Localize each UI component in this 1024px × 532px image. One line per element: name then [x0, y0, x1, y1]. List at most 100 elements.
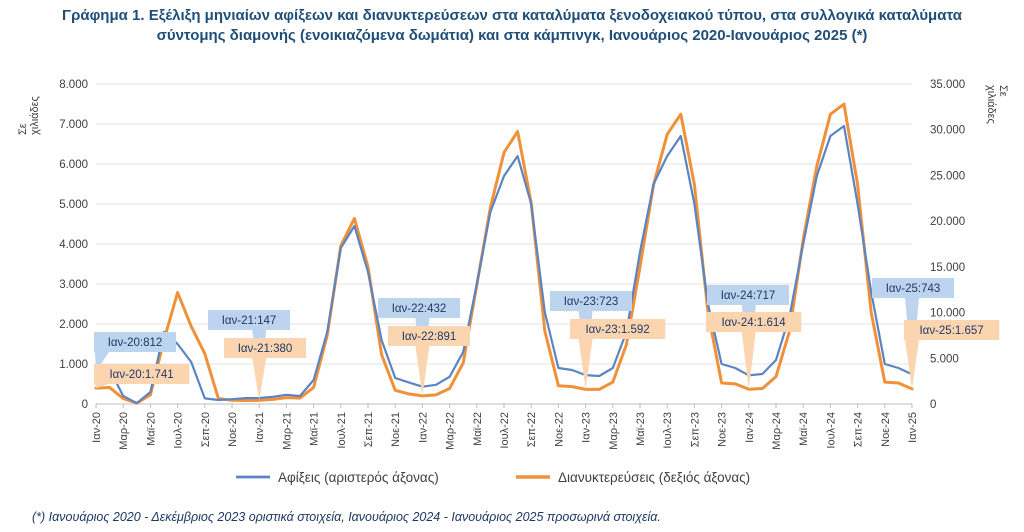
right-axis-ticks: 0 5.000 10.000 15.000 20.000 25.000 30.000 35.0…: [930, 79, 965, 411]
callout-label: Ιαν-23:1.592: [585, 324, 649, 336]
callout-box: [872, 278, 954, 298]
callout: Ιαν-22:891: [388, 326, 470, 396]
x-axis-tick-label: Ιαν-21: [254, 412, 266, 443]
x-axis-tick-label: Μαρ-20: [118, 412, 130, 450]
callout-box: [224, 338, 306, 358]
callout: Ιαν-21:380: [224, 338, 306, 401]
callout-pointer: [741, 332, 756, 390]
right-axis-tick-label: 0: [930, 399, 936, 411]
chart-title: Γράφημα 1. Εξέλιξη μηνιαίων αφίξεων και …: [0, 6, 1024, 46]
left-axis-tick-label: 2.000: [59, 319, 88, 331]
callout-box: [208, 310, 290, 330]
legend-item: Αφίξεις (αριστερός άξονας): [236, 470, 439, 485]
x-axis-tick-label: Ιουλ-20: [173, 412, 185, 449]
right-axis-tick-label: 25.000: [930, 170, 965, 182]
left-axis-tick-label: 1.000: [59, 359, 88, 371]
x-axis-tick-label: Μαρ-23: [608, 412, 620, 450]
right-axis-tick-label: 5.000: [930, 353, 959, 365]
callout-box: [94, 332, 176, 352]
callout: Ιαν-24:1.614: [706, 312, 802, 390]
callout-box: [570, 319, 666, 339]
callout-pointer: [578, 339, 593, 390]
x-axis-tick-label: Νοε-23: [717, 412, 729, 447]
left-axis-tick-label: 7.000: [59, 119, 88, 131]
right-axis-tick-label: 35.000: [930, 79, 965, 91]
data-callouts: Ιαν-20:812 Ιαν-20:1.741 Ιαν-21:147 Ιαν-21:3…: [94, 278, 1000, 401]
left-axis-tick-label: 8.000: [59, 79, 88, 91]
footnote: (*) Ιανουάριος 2020 - Δεκέμβριος 2023 ορ…: [32, 510, 661, 524]
callout-pointer: [415, 346, 430, 396]
left-axis-tick-label: 4.000: [59, 239, 88, 251]
callout-box: [388, 326, 470, 346]
callout-pointer: [905, 340, 919, 389]
overnights-line: [94, 102, 914, 405]
x-axis-tick-label: Μαϊ-23: [635, 412, 647, 446]
x-axis-tick-label: Ιαν-23: [581, 412, 593, 443]
legend-item: Διανυκτερεύσεις (δεξιός άξονας): [516, 470, 750, 485]
callout-pointer: [95, 384, 109, 389]
callout: Ιαν-20:1.741: [94, 364, 190, 389]
callout: Ιαν-24:717: [707, 285, 789, 376]
left-axis-tick-label: 0: [82, 399, 88, 411]
x-axis-tick-label: Μαϊ-20: [145, 412, 157, 446]
left-axis-tick-label: 5.000: [59, 199, 88, 211]
callout-label: Ιαν-20:812: [108, 337, 163, 349]
x-axis-tick-label: Μαϊ-22: [472, 412, 484, 446]
callout-label: Ιαν-22:432: [392, 303, 447, 315]
callout-label: Ιαν-20:1.741: [109, 369, 173, 381]
x-axis-tick-label: Μαρ-22: [445, 412, 457, 450]
x-axis-tick-label: Νοε-22: [553, 412, 565, 447]
left-axis-ticks: 0 1.000 2.000 3.000 4.000 5.000 6.000 7.000 8.00…: [59, 79, 88, 411]
callout-box: [94, 364, 190, 384]
chart-title-line-2: σύντομης διαμονής (ενοικιαζόμενα δωμάτια…: [156, 27, 868, 44]
left-axis-tick-label: 6.000: [59, 159, 88, 171]
x-axis-tick-label: Σεπ-20: [200, 412, 212, 447]
gridlines: [96, 83, 912, 405]
x-axis-tick-label: Ιαν-22: [417, 412, 429, 443]
callout-box: [706, 312, 802, 332]
callout: Ιαν-25:1.657: [904, 320, 1000, 389]
callout-box: [707, 285, 789, 305]
right-axis-tick-label: 15.000: [930, 262, 965, 274]
callout-box: [550, 291, 632, 311]
x-axis-tick-label: Ιουλ-24: [825, 412, 837, 449]
right-axis-tick-label: 20.000: [930, 216, 965, 228]
arrivals-line: [94, 124, 914, 405]
callout-box: [904, 320, 1000, 340]
x-axis-tick-label: Μαρ-24: [771, 412, 783, 450]
x-axis-tick-label: Ιουλ-23: [662, 412, 674, 449]
x-axis-tick-label: Σεπ-21: [363, 412, 375, 447]
chart-title-line-1: Γράφημα 1. Εξέλιξη μηνιαίων αφίξεων και …: [62, 7, 962, 24]
left-axis-tick-label: 3.000: [59, 279, 88, 291]
x-axis-tick-label: Σεπ-24: [853, 412, 865, 447]
callout: Ιαν-25:743: [872, 278, 954, 375]
x-axis-tick-label: Ιουλ-22: [499, 412, 511, 449]
callout-label: Ιαν-21:380: [238, 343, 293, 355]
callout-pointer: [252, 358, 267, 401]
x-axis-tick-label: Ιουλ-21: [336, 412, 348, 449]
x-axis-tick-label: Σεπ-22: [526, 412, 538, 447]
x-axis-tick-label: Ιαν-25: [907, 412, 919, 443]
x-axis-tick-label: Ιαν-20: [91, 412, 103, 443]
x-axis-tick-label: Μαϊ-24: [798, 412, 810, 446]
x-axis: Ιαν-20 Μαρ-20 Μαϊ-20 Ιουλ-20 Σεπ-20 Νοε-20 Ιαν…: [91, 403, 919, 450]
x-axis-tick-label: Νοε-24: [880, 412, 892, 447]
x-axis-tick-label: Μαϊ-21: [309, 412, 321, 446]
legend: Αφίξεις (αριστερός άξονας) Διανυκτερεύσει…: [236, 470, 750, 485]
callout-label: Ιαν-25:1.657: [919, 325, 983, 337]
right-axis-tick-label: 30.000: [930, 125, 965, 137]
callout-label: Ιαν-25:743: [886, 283, 941, 295]
callout: Ιαν-20:812: [94, 332, 176, 372]
callout-label: Ιαν-24:717: [721, 290, 776, 302]
x-axis-tick-label: Σεπ-23: [689, 412, 701, 447]
callout-label: Ιαν-24:1.614: [721, 317, 786, 329]
callout-box: [378, 298, 460, 318]
callout-label: Ιαν-21:147: [222, 315, 277, 327]
line-chart: 0 1.000 2.000 3.000 4.000 5.000 6.000 7.000 8.00…: [59, 79, 1000, 485]
right-axis-tick-label: 10.000: [930, 308, 965, 320]
x-axis-tick-label: Νοε-21: [390, 412, 402, 447]
callout-label: Ιαν-23:723: [564, 296, 619, 308]
series-lines: [94, 102, 914, 405]
x-axis-tick-label: Μαρ-21: [281, 412, 293, 450]
legend-label: Αφίξεις (αριστερός άξονας): [278, 470, 439, 485]
